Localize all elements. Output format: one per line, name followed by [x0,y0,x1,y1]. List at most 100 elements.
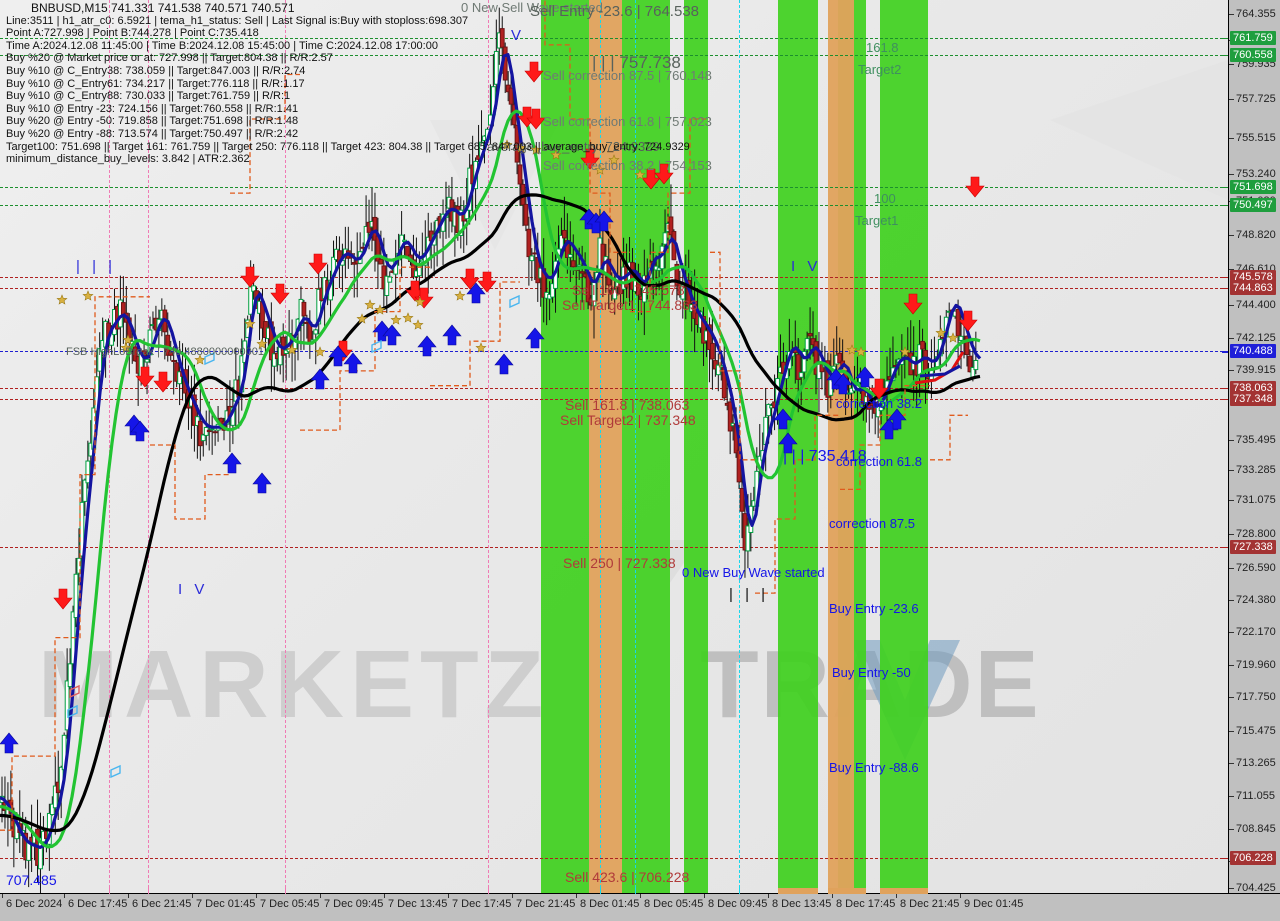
price-marker-tick [1222,205,1228,206]
price-marker-label[interactable]: 750.497 [1230,198,1276,212]
price-marker-label[interactable]: 706.228 [1230,851,1276,865]
time-tick-label: 8 Dec 09:45 [708,898,768,910]
annotation-sell-250: Sell 250 | 727.338 [563,555,676,571]
annotation-price-707485: 707.485 [6,872,57,888]
annotation-sell-entry-236: Sell Entry -23.6 | 764.538 [530,3,699,20]
price-tick: 708.845 [1229,823,1280,836]
tick-mark [1229,64,1234,65]
info-rows: Line:3511 | h1_atr_c0: 6.5921 | tema_h1_… [3,15,690,166]
annotation-target2-label: Target2 [858,62,902,77]
info-row-1: Point A:727.998 | Point B:744.278 | Poin… [6,27,259,40]
horizontal-level-line [0,38,1228,39]
time-tick-label: 8 Dec 05:45 [644,898,704,910]
time-tick-mark [384,894,385,898]
horizontal-level-line [0,858,1228,859]
time-axis-vline [285,887,286,894]
time-tick-label: 8 Dec 01:45 [580,898,640,910]
tick-label: 753.240 [1236,168,1276,180]
tick-label: 757.725 [1236,93,1276,105]
tick-label: 764.355 [1236,8,1276,20]
chart-plot-area[interactable]: MARKETZ TRADE 0 New Sell Wave started Sel… [0,0,1229,893]
tick-label: 704.425 [1236,882,1276,894]
time-tick-mark [128,894,129,898]
tick-mark [1229,174,1234,175]
time-tick-label: 7 Dec 21:45 [516,898,576,910]
price-marker-tick [1222,288,1228,289]
highlight-band [646,0,670,893]
annotation-target2-1618: 161.8 [866,40,899,55]
time-tick-mark [832,894,833,898]
price-tick: 764.355 [1229,8,1280,21]
tick-label: 717.750 [1236,691,1276,703]
time-axis-vline [635,887,636,894]
info-row-5: Buy %10 @ C_Entry61: 734.217 || Target:7… [6,77,305,90]
price-marker-label[interactable]: 761.759 [1230,31,1276,45]
time-tick-label: 7 Dec 17:45 [452,898,512,910]
tick-mark [1229,338,1234,339]
annotation-roman-iii-mid: | | | [729,586,770,603]
price-marker-tick [1222,351,1228,353]
time-tick-mark [768,894,769,898]
tick-label: 748.820 [1236,229,1276,241]
highlight-band [880,0,928,893]
time-tick-mark [448,894,449,898]
annotation-roman-iii-left: | | | [76,258,117,275]
annotation-target1-100: 100 [874,191,896,206]
horizontal-level-line [0,388,1228,389]
price-marker-label[interactable]: 760.558 [1230,48,1276,62]
price-tick: 724.380 [1229,594,1280,607]
price-tick: 711.055 [1229,790,1280,803]
tick-label: 713.265 [1236,757,1276,769]
time-axis-vline [739,887,740,894]
highlight-band [684,0,708,893]
price-tick: 728.800 [1229,528,1280,541]
price-tick: 722.170 [1229,626,1280,639]
tick-label: 724.380 [1236,594,1276,606]
chart-title: BNBUSD,M15 741.331 741.538 740.571 740.5… [31,1,295,15]
annotation-sell-1618: Sell 161.8 | 738.063 [565,397,690,413]
tick-mark [1229,697,1234,698]
highlight-band [828,0,854,893]
time-axis-band [828,888,854,894]
tick-mark [1229,665,1234,666]
price-marker-label[interactable]: 738.063 [1230,381,1276,395]
tick-label: 739.915 [1236,364,1276,376]
time-tick-mark [960,894,961,898]
candles-and-indicators [0,0,982,893]
price-marker-tick [1222,187,1228,188]
price-tick: 755.515 [1229,132,1280,145]
price-tick: 704.425 [1229,882,1280,895]
info-row-10: Target100: 751.698 || Target 161: 761.75… [6,140,690,153]
tick-label: 708.845 [1236,823,1276,835]
time-tick-mark [576,894,577,898]
price-marker-label[interactable]: 751.698 [1230,180,1276,194]
time-axis-band [778,888,818,894]
time-tick-label: 7 Dec 09:45 [324,898,384,910]
price-marker-label[interactable]: 737.348 [1230,392,1276,406]
tick-label: 711.055 [1236,790,1275,802]
tick-mark [1229,99,1234,100]
price-marker-label[interactable]: 745.578 [1230,270,1276,284]
tick-mark [1229,568,1234,569]
tick-mark [1229,534,1234,535]
annotation-fsb-break: FSB HighLoBreak | 740.4880000000001 [66,346,264,358]
price-tick: 713.265 [1229,757,1280,770]
info-row-3: Buy %20 @ Market price or at: 727.998 ||… [6,52,333,65]
price-marker-label[interactable]: 727.338 [1230,540,1276,554]
time-tick-label: 8 Dec 13:45 [772,898,832,910]
annotation-roman-iv-left: I V [178,581,209,598]
price-marker-label[interactable]: 740.488 [1230,344,1276,358]
time-tick-label: 9 Dec 01:45 [964,898,1024,910]
tick-mark [1229,888,1234,889]
price-marker-label[interactable]: 744.863 [1230,281,1276,295]
tick-mark [1229,440,1234,441]
annotation-correction-382: correction 38.2 [836,396,922,411]
horizontal-level-line [0,399,1228,400]
price-axis[interactable]: 764.355763.145759.935757.725755.515753.2… [1222,0,1280,895]
tick-label: 728.800 [1236,528,1276,540]
tick-label: 719.960 [1236,659,1276,671]
annotation-sell-4236: Sell 423.6 | 706.228 [565,869,690,885]
time-axis[interactable]: 6 Dec 2024 6 Dec 17:45 6 Dec 21:45 7 Dec 01… [0,887,1280,921]
info-row-11: minimum_distance_buy_levels: 3.842 | ATR… [6,153,250,166]
